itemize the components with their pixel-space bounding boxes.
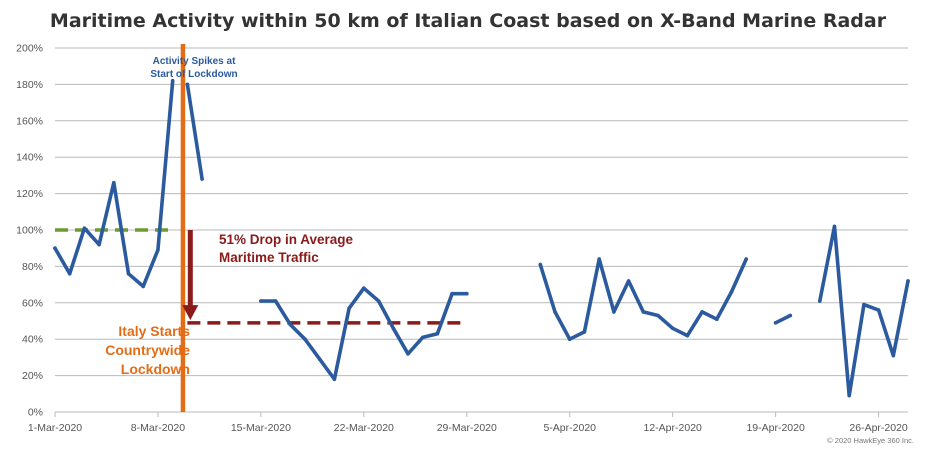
reference-lines: [55, 44, 467, 412]
copyright: © 2020 HawkEye 360 Inc.: [827, 436, 914, 445]
data-point: [567, 337, 572, 342]
y-tick-label: 160%: [16, 115, 43, 127]
data-point: [641, 310, 646, 314]
drop-annotation-line-2: Maritime Traffic: [219, 250, 319, 265]
data-point: [141, 284, 145, 289]
series-line-segment: [817, 224, 910, 398]
data-point: [891, 353, 896, 358]
data-point: [126, 271, 131, 276]
x-tick-label: 19-Apr-2020: [746, 422, 805, 434]
data-point: [420, 335, 425, 340]
data-point: [788, 313, 793, 318]
data-point: [82, 226, 87, 230]
y-tick-label: 200%: [16, 43, 43, 55]
data-point: [53, 246, 57, 250]
x-tick-label: 22-Mar-2020: [334, 422, 394, 434]
data-point: [612, 310, 616, 314]
data-point: [715, 317, 719, 322]
drop-annotation-line-1: 51% Drop in Average: [219, 232, 354, 247]
data-point: [582, 330, 587, 334]
data-point: [185, 82, 190, 87]
spike-annotation-line-1: Activity Spikes at: [153, 56, 236, 67]
y-tick-label: 120%: [16, 188, 43, 200]
data-point: [112, 180, 116, 185]
x-tick-label: 15-Mar-2020: [231, 422, 291, 434]
y-tick-label: 20%: [22, 370, 43, 382]
x-tick-label: 1-Mar-2020: [28, 422, 82, 434]
x-axis-ticks: 1-Mar-2020 8-Mar-2020 15-Mar-2020 22-Mar-20…: [28, 412, 908, 434]
data-point: [376, 299, 381, 303]
grid: [55, 47, 908, 413]
data-point: [876, 308, 881, 312]
chart-title: Maritime Activity within 50 km of Italia…: [50, 10, 887, 32]
data-point: [170, 79, 175, 83]
series-line-segment: [538, 257, 749, 342]
data-point: [670, 326, 675, 331]
data-point: [773, 321, 778, 325]
data-point: [67, 271, 72, 276]
annotations: Activity Spikes at Start of Lockdown 51%…: [105, 56, 353, 377]
data-point: [744, 257, 748, 261]
data-point: [553, 310, 557, 314]
y-tick-label: 180%: [16, 79, 43, 91]
data-point: [906, 279, 910, 283]
data-point: [685, 333, 690, 338]
data-point: [259, 299, 263, 303]
drop-arrow-head: [182, 305, 199, 321]
data-point: [538, 262, 543, 267]
y-tick-label: 100%: [16, 225, 43, 237]
x-tick-label: 5-Apr-2020: [543, 422, 596, 434]
data-point: [391, 326, 396, 331]
data-point: [200, 177, 204, 181]
data-point: [156, 248, 160, 252]
x-tick-label: 12-Apr-2020: [644, 422, 703, 434]
data-point: [332, 377, 337, 382]
data-point: [273, 299, 278, 303]
x-tick-label: 29-Mar-2020: [437, 422, 497, 434]
data-point: [435, 331, 440, 336]
y-tick-label: 60%: [22, 297, 43, 309]
series-line-segment: [773, 313, 793, 325]
y-tick-label: 40%: [22, 334, 43, 346]
y-axis-ticks: 0% 20% 40% 60% 80% 100% 120% 140% 160% 180% 200%: [16, 43, 43, 419]
lockdown-annotation-line-1: Italy Starts: [118, 323, 190, 339]
data-point: [656, 313, 660, 318]
data-point: [362, 286, 366, 291]
data-point: [288, 322, 293, 327]
data-point: [406, 352, 410, 356]
data-point: [465, 291, 469, 296]
x-tick-label: 8-Mar-2020: [131, 422, 185, 434]
data-point: [303, 337, 307, 342]
data-point: [597, 257, 601, 261]
data-point: [317, 357, 322, 362]
series-activity: [53, 79, 910, 398]
y-tick-label: 80%: [22, 261, 43, 273]
y-tick-label: 140%: [16, 152, 43, 164]
data-point: [847, 393, 851, 398]
data-point: [347, 306, 351, 311]
x-tick-label: 26-Apr-2020: [849, 422, 908, 434]
series-line-segment: [185, 82, 204, 181]
data-point: [862, 302, 866, 307]
data-point: [626, 279, 631, 283]
data-point: [97, 242, 101, 247]
data-point: [832, 224, 837, 229]
data-point: [729, 290, 734, 294]
data-point: [450, 291, 454, 296]
y-tick-label: 0%: [28, 407, 43, 419]
lockdown-annotation-line-2: Countrywide: [105, 342, 190, 358]
lockdown-annotation-line-3: Lockdown: [121, 361, 190, 377]
spike-annotation-line-2: Start of Lockdown: [150, 69, 237, 80]
data-point: [818, 299, 822, 303]
data-point: [700, 310, 704, 314]
